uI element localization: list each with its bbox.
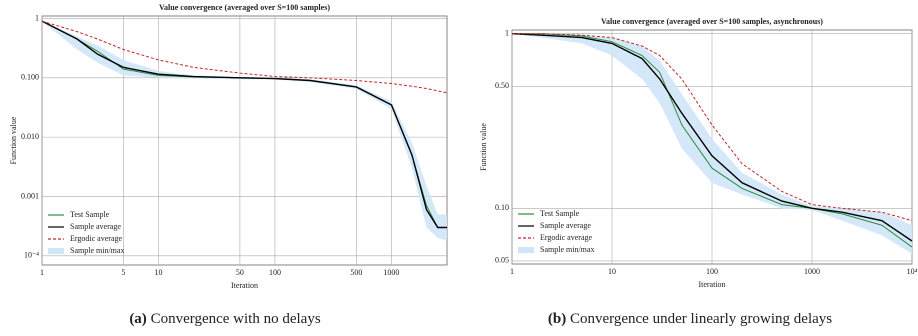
y-tick-label: 0.10 bbox=[495, 203, 509, 212]
chart-title: Value convergence (averaged over S=100 s… bbox=[601, 17, 823, 26]
y-tick-label: 0.010 bbox=[21, 132, 39, 141]
x-tick-label: 1000 bbox=[804, 267, 820, 276]
y-tick-label: 0.05 bbox=[495, 256, 509, 265]
min-max-band bbox=[512, 33, 912, 254]
caption-text: Convergence under linearly growing delay… bbox=[570, 311, 832, 327]
y-tick-label: 0.100 bbox=[21, 73, 39, 82]
x-tick-label: 1 bbox=[510, 267, 514, 276]
y-tick-label: 10⁻⁴ bbox=[24, 251, 39, 260]
y-tick-label: 1 bbox=[35, 13, 39, 22]
series-line bbox=[41, 20, 447, 229]
min-max-band bbox=[42, 21, 447, 241]
y-tick-label: 1 bbox=[505, 29, 509, 38]
x-tick-label: 500 bbox=[350, 268, 362, 277]
legend-label: Ergodic average bbox=[70, 234, 122, 243]
x-tick-label: 50 bbox=[236, 268, 244, 277]
x-axis-label: Iteration bbox=[231, 281, 258, 290]
x-tick-label: 1 bbox=[40, 268, 44, 277]
caption: (b) Convergence under linearly growing d… bbox=[548, 311, 832, 327]
x-axis-label: Iteration bbox=[698, 280, 725, 289]
legend-label: Sample average bbox=[540, 221, 591, 230]
y-axis-label: Function value bbox=[9, 116, 18, 164]
caption-text: Convergence with no delays bbox=[151, 311, 321, 327]
caption: (a) Convergence with no delays bbox=[129, 311, 321, 327]
x-tick-label: 5 bbox=[121, 268, 125, 277]
y-tick-label: 0.001 bbox=[21, 191, 39, 200]
series-line bbox=[512, 33, 913, 222]
series-line bbox=[511, 33, 913, 242]
legend-swatch bbox=[518, 247, 534, 253]
x-tick-label: 100 bbox=[706, 267, 718, 276]
series-line bbox=[512, 33, 913, 248]
caption-label: (b) bbox=[548, 311, 566, 327]
caption-label: (a) bbox=[129, 311, 147, 327]
legend-label: Test Sample bbox=[540, 209, 580, 218]
legend-label: Sample average bbox=[70, 222, 121, 231]
series-line bbox=[41, 20, 448, 94]
chart-title: Value convergence (averaged over S=100 s… bbox=[159, 3, 330, 12]
legend-label: Sample min/max bbox=[70, 246, 124, 255]
y-tick-label: 0.50 bbox=[495, 81, 509, 90]
x-tick-label: 10 bbox=[608, 267, 616, 276]
x-tick-label: 10⁴ bbox=[907, 267, 918, 276]
legend-label: Sample min/max bbox=[540, 245, 594, 254]
legend-label: Ergodic average bbox=[540, 233, 592, 242]
legend-label: Test Sample bbox=[70, 210, 110, 219]
y-axis-label: Function value bbox=[479, 123, 488, 171]
x-tick-label: 10 bbox=[154, 268, 162, 277]
x-tick-label: 100 bbox=[269, 268, 281, 277]
x-tick-label: 1000 bbox=[383, 268, 399, 277]
legend-swatch bbox=[48, 248, 64, 254]
